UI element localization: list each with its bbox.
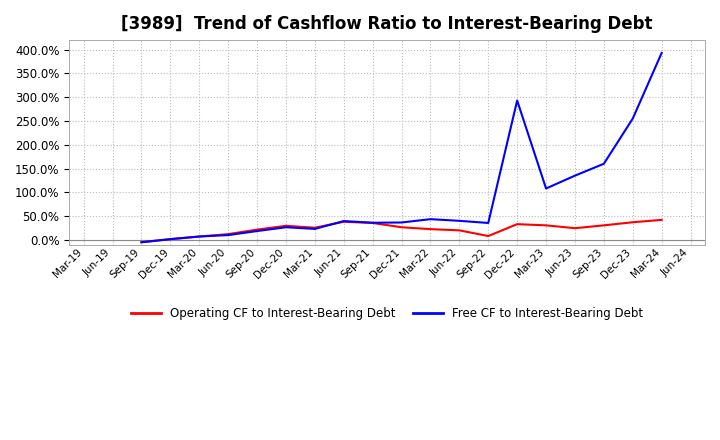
Title: [3989]  Trend of Cashflow Ratio to Interest-Bearing Debt: [3989] Trend of Cashflow Ratio to Intere…: [122, 15, 653, 33]
Legend: Operating CF to Interest-Bearing Debt, Free CF to Interest-Bearing Debt: Operating CF to Interest-Bearing Debt, F…: [126, 302, 648, 325]
